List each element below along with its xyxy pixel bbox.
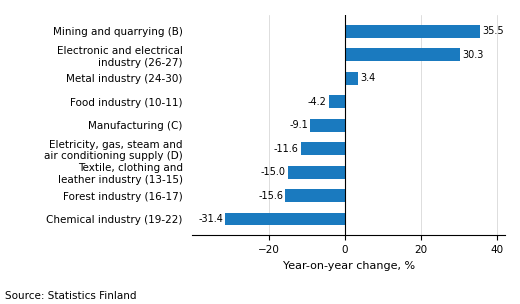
Text: -31.4: -31.4 — [198, 214, 223, 224]
Bar — [288, 166, 345, 178]
Bar — [225, 212, 345, 226]
Text: 30.3: 30.3 — [463, 50, 484, 60]
Text: -15.6: -15.6 — [258, 191, 283, 201]
Text: 35.5: 35.5 — [483, 26, 504, 36]
Bar — [285, 189, 345, 202]
Bar — [345, 48, 460, 61]
Text: -9.1: -9.1 — [289, 120, 308, 130]
X-axis label: Year-on-year change, %: Year-on-year change, % — [283, 261, 415, 271]
Text: -4.2: -4.2 — [308, 97, 327, 107]
Bar — [345, 72, 358, 85]
Text: -15.0: -15.0 — [261, 167, 285, 177]
Text: Source: Statistics Finland: Source: Statistics Finland — [5, 291, 137, 301]
Bar — [310, 119, 345, 132]
Bar — [301, 142, 345, 155]
Text: -11.6: -11.6 — [274, 144, 298, 154]
Text: 3.4: 3.4 — [360, 73, 375, 83]
Bar — [329, 95, 345, 108]
Bar — [345, 25, 480, 38]
